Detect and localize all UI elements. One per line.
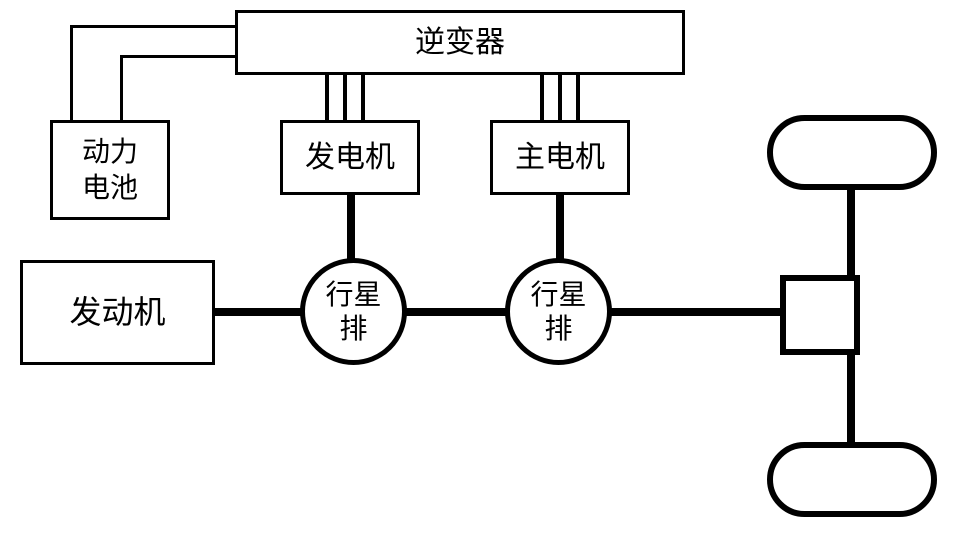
inverter-label: 逆变器 xyxy=(415,23,505,62)
line-inverter-generator-3 xyxy=(361,75,365,120)
shaft-mainmotor-planet2 xyxy=(556,195,564,263)
planet1-label: 行星 排 xyxy=(325,278,381,345)
shaft-generator-planet1 xyxy=(347,195,355,263)
line-inverter-mainmotor-3 xyxy=(576,75,580,120)
line-inverter-generator-2 xyxy=(343,75,347,120)
battery-label: 动力 电池 xyxy=(82,134,138,207)
planet2-label: 行星 排 xyxy=(530,278,586,345)
generator-label: 发电机 xyxy=(305,138,395,177)
node-generator: 发电机 xyxy=(280,120,420,195)
line-battery-inverter-bot-v xyxy=(120,55,123,120)
node-engine: 发动机 xyxy=(20,260,215,365)
line-inverter-mainmotor-1 xyxy=(540,75,544,120)
node-inverter: 逆变器 xyxy=(235,10,685,75)
line-inverter-mainmotor-2 xyxy=(558,75,562,120)
node-planet-1: 行星 排 xyxy=(300,258,407,365)
wheel-top xyxy=(767,115,937,190)
wheel-bottom xyxy=(767,442,937,517)
engine-label: 发动机 xyxy=(69,292,165,334)
node-main-motor: 主电机 xyxy=(490,120,630,195)
line-battery-inverter-top-v xyxy=(70,25,73,120)
node-differential xyxy=(780,275,860,355)
node-battery: 动力 电池 xyxy=(50,120,170,220)
main-motor-label: 主电机 xyxy=(515,138,605,177)
line-battery-inverter-top-h xyxy=(70,25,235,28)
line-inverter-generator-1 xyxy=(325,75,329,120)
diagram-root: 逆变器 动力 电池 发电机 主电机 发动机 行星 排 行星 排 xyxy=(0,0,973,559)
line-battery-inverter-bot-h xyxy=(120,55,235,58)
node-planet-2: 行星 排 xyxy=(505,258,612,365)
